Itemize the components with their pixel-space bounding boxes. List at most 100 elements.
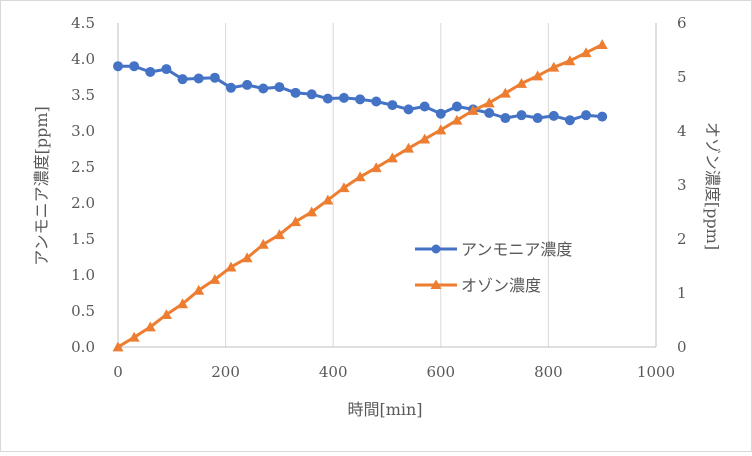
ammonia-data-point (258, 83, 269, 94)
ammonia-data-point (306, 89, 317, 100)
ozone-data-point (483, 97, 495, 108)
ozone-data-point (580, 47, 592, 58)
ozone-data-point (112, 341, 124, 352)
ozone-data-point (338, 182, 350, 193)
ozone-data-point (209, 274, 221, 284)
ozone-data-point (144, 321, 156, 332)
ammonia-data-point (403, 104, 414, 115)
ammonia-data-point (371, 96, 382, 107)
ammonia-data-point (113, 61, 123, 72)
ozone-data-point (419, 133, 431, 144)
ammonia-data-point (209, 72, 220, 83)
x-tick-label: 200 (211, 363, 240, 381)
ammonia-data-point (387, 100, 398, 111)
ammonia-series-line (118, 64, 603, 122)
ozone-data-point (225, 261, 237, 272)
ozone-data-point (241, 252, 253, 263)
ozone-data-point (564, 55, 576, 66)
ozone-data-point (290, 216, 302, 227)
x-tick-label: 1000 (637, 363, 675, 381)
x-tick-label: 800 (534, 363, 563, 381)
left-y-tick-label: 0.5 (71, 302, 95, 320)
ammonia-data-point (145, 66, 156, 77)
ozone-data-point (354, 171, 366, 182)
right-y-tick-label: 6 (677, 14, 687, 32)
ozone-series-line (117, 43, 603, 349)
right-y-tick-label: 2 (677, 230, 687, 248)
left-y-tick-label: 1.5 (71, 230, 95, 248)
legend-ammonia-marker (431, 244, 441, 254)
left-y-tick-label: 4.5 (71, 14, 95, 32)
ozone-data-point (386, 152, 398, 163)
left-y-axis-ticks: 0.0 0.5 1.0 1.5 2.0 2.5 3.0 3.5 4.0 4.5 (71, 14, 95, 356)
left-y-tick-label: 3.0 (71, 122, 95, 140)
ammonia-data-point (564, 115, 575, 126)
left-y-tick-label: 2.5 (71, 158, 95, 176)
right-y-tick-label: 1 (677, 284, 687, 302)
ammonia-data-point (225, 82, 236, 93)
ammonia-data-point (435, 108, 446, 119)
right-y-tick-label: 0 (677, 338, 687, 356)
x-axis-ticks: 0 200 400 600 800 1000 (113, 363, 675, 381)
ammonia-data-point (274, 82, 285, 93)
ammonia-data-point (532, 113, 543, 124)
x-tick-label: 600 (426, 363, 455, 381)
legend-ozone-marker (430, 279, 442, 289)
ozone-data-point (596, 39, 608, 49)
left-y-tick-label: 0.0 (71, 338, 95, 356)
ammonia-data-point (161, 64, 172, 75)
x-tick-label: 400 (319, 363, 348, 381)
ozone-data-point (451, 114, 463, 125)
x-tick-label: 0 (113, 363, 123, 381)
ammonia-data-point (548, 110, 559, 121)
ammonia-data-point (290, 87, 301, 98)
ozone-data-point (532, 70, 544, 81)
ammonia-data-point (338, 92, 349, 103)
ozone-data-point (548, 61, 560, 72)
ozone-data-point (370, 162, 382, 173)
ozone-data-point (193, 284, 205, 295)
gridlines (225, 23, 549, 347)
ozone-data-point (160, 309, 172, 319)
ozone-data-point (516, 77, 527, 88)
ammonia-data-point (500, 113, 511, 124)
ammonia-data-point (451, 101, 462, 112)
ozone-data-point (499, 87, 511, 98)
ammonia-data-point (322, 93, 333, 104)
left-y-tick-label: 1.0 (71, 266, 95, 284)
x-axis-title: 時間[min] (347, 400, 422, 419)
legend: アンモニア濃度 オゾン濃度 (415, 240, 572, 295)
legend-ammonia-label: アンモニア濃度 (461, 240, 572, 259)
ammonia-data-point (597, 111, 608, 122)
ammonia-data-point (484, 108, 495, 118)
right-y-tick-label: 4 (677, 122, 687, 140)
legend-ozone-label: オゾン濃度 (461, 276, 541, 295)
ammonia-data-point (177, 74, 188, 85)
left-y-axis-title: アンモニア濃度[ppm] (32, 106, 51, 266)
ozone-data-point (257, 238, 269, 249)
ammonia-data-point (419, 101, 430, 112)
left-y-tick-label: 3.5 (71, 86, 95, 104)
ozone-data-point (322, 194, 334, 205)
ammonia-data-point (581, 110, 592, 121)
series-group (112, 39, 608, 352)
right-y-tick-label: 5 (677, 68, 687, 86)
ozone-data-point (306, 206, 318, 217)
ammonia-data-point (516, 110, 527, 121)
ozone-data-point (435, 124, 447, 135)
ozone-data-point (177, 298, 189, 309)
ozone-data-point (403, 142, 415, 153)
right-y-axis-ticks: 0 1 2 3 4 5 6 (677, 14, 687, 356)
ammonia-data-point (129, 61, 140, 72)
axes (117, 23, 657, 348)
ozone-data-point (467, 104, 479, 115)
ozone-data-point (273, 229, 285, 240)
right-y-axis-title: オゾン濃度[ppm] (703, 122, 722, 250)
right-y-tick-label: 3 (677, 176, 687, 194)
ammonia-data-point (242, 79, 253, 90)
ammonia-data-point (193, 73, 204, 84)
ammonia-data-point (355, 94, 366, 105)
ozone-data-point (128, 331, 140, 342)
